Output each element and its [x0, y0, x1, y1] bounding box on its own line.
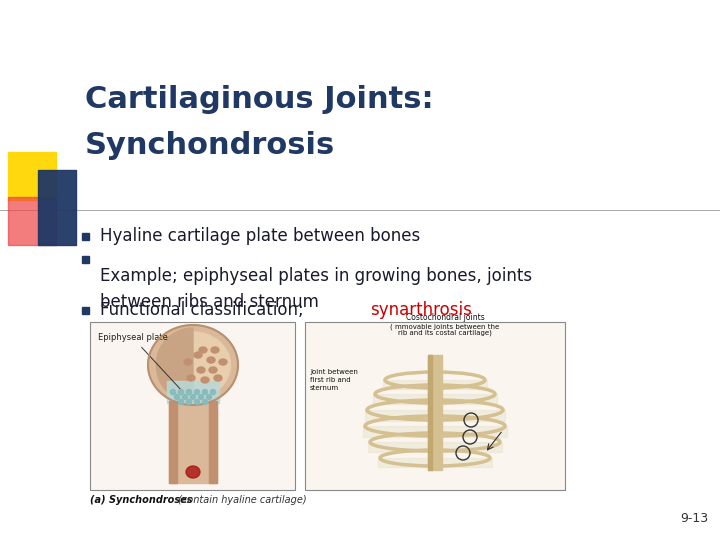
- Bar: [167, 381, 219, 403]
- Circle shape: [210, 389, 215, 395]
- Ellipse shape: [207, 357, 215, 363]
- Circle shape: [202, 400, 207, 404]
- Ellipse shape: [156, 332, 230, 398]
- Bar: [82, 307, 89, 314]
- Ellipse shape: [201, 377, 209, 383]
- Circle shape: [194, 389, 199, 395]
- Circle shape: [186, 389, 192, 395]
- Ellipse shape: [187, 375, 195, 381]
- Text: Epiphyseal plate: Epiphyseal plate: [98, 334, 181, 390]
- Bar: [378, 458, 492, 467]
- Circle shape: [171, 389, 176, 395]
- Ellipse shape: [184, 359, 192, 365]
- Circle shape: [191, 395, 196, 400]
- Circle shape: [174, 395, 179, 400]
- Circle shape: [182, 395, 187, 400]
- Text: synarthrosis: synarthrosis: [369, 301, 472, 319]
- Text: Cartilaginous Joints:: Cartilaginous Joints:: [85, 85, 433, 114]
- Ellipse shape: [211, 347, 219, 353]
- Ellipse shape: [209, 367, 217, 373]
- Text: (a) Synchondroses: (a) Synchondroses: [90, 495, 192, 505]
- Ellipse shape: [219, 359, 227, 365]
- Text: ( mmovable joints between the: ( mmovable joints between the: [390, 323, 500, 329]
- Bar: [8, 152, 56, 200]
- Ellipse shape: [148, 325, 238, 405]
- Ellipse shape: [199, 347, 207, 353]
- Bar: [82, 233, 89, 240]
- Text: Hyaline cartilage plate between bones: Hyaline cartilage plate between bones: [100, 227, 420, 245]
- Bar: [38, 170, 76, 245]
- Ellipse shape: [197, 367, 205, 373]
- Text: (contain hyaline cartilage): (contain hyaline cartilage): [175, 495, 307, 505]
- Bar: [169, 401, 217, 483]
- Circle shape: [207, 395, 212, 400]
- Bar: [8, 197, 56, 245]
- Circle shape: [194, 400, 199, 404]
- Wedge shape: [156, 328, 193, 402]
- Text: rib and its costal cartilage): rib and its costal cartilage): [398, 330, 492, 336]
- Ellipse shape: [194, 352, 202, 358]
- Bar: [363, 426, 507, 437]
- Ellipse shape: [214, 375, 222, 381]
- Circle shape: [199, 395, 204, 400]
- Bar: [373, 394, 497, 404]
- Text: Synchondrosis: Synchondrosis: [85, 131, 336, 159]
- Text: 9-13: 9-13: [680, 512, 708, 525]
- Text: Example; epiphyseal plates in growing bones, joints
between ribs and sternum: Example; epiphyseal plates in growing bo…: [100, 267, 532, 312]
- Circle shape: [179, 400, 184, 404]
- Circle shape: [202, 389, 207, 395]
- Text: Functional classification;: Functional classification;: [100, 301, 309, 319]
- Bar: [90, 322, 295, 490]
- Bar: [428, 355, 442, 470]
- Bar: [169, 401, 177, 483]
- Text: Costochondral joints: Costochondral joints: [405, 313, 485, 322]
- Bar: [383, 380, 487, 389]
- Circle shape: [186, 400, 192, 404]
- Bar: [209, 401, 217, 483]
- Ellipse shape: [186, 466, 200, 478]
- Bar: [365, 410, 505, 421]
- Bar: [82, 256, 89, 263]
- Circle shape: [179, 389, 184, 395]
- Text: Joint between
first rib and
sternum: Joint between first rib and sternum: [310, 369, 358, 391]
- Bar: [305, 322, 565, 490]
- Bar: [428, 355, 432, 470]
- Bar: [368, 442, 502, 452]
